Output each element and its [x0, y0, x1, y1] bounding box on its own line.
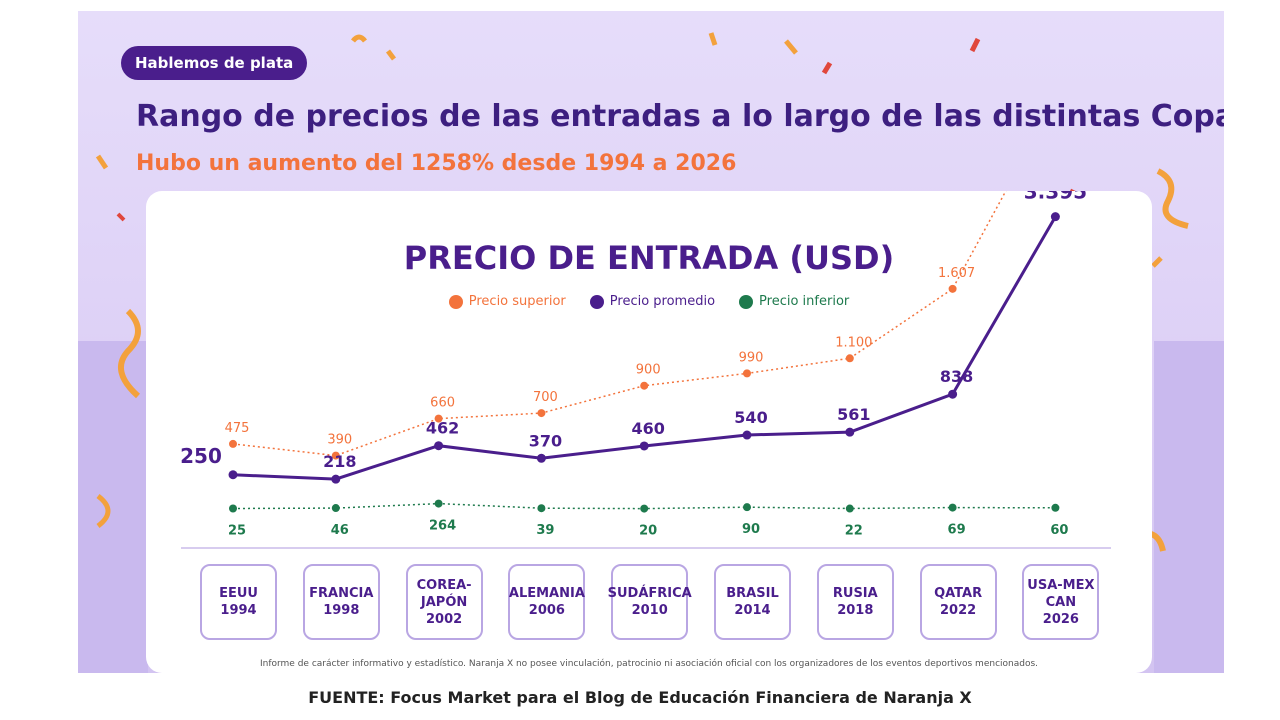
data-point-2-4 [640, 504, 649, 513]
data-point-0-7 [948, 284, 957, 293]
data-point-1-5 [742, 430, 752, 440]
category-box-6: RUSIA 2018 [816, 564, 894, 640]
series-line-1 [232, 215, 1057, 481]
data-label-0-6: 1.100 [835, 335, 872, 350]
confetti-6 [969, 37, 981, 53]
chart-legend: Precio superior Precio promedio Precio i… [146, 294, 1152, 309]
data-point-1-4 [639, 441, 649, 451]
data-point-1-6 [845, 427, 855, 437]
data-label-1-8: 3.395 [1024, 191, 1087, 204]
page-title: Rango de precios de las entradas a lo la… [136, 99, 1224, 134]
data-label-2-1: 46 [331, 523, 349, 538]
category-box-8: USA-MEX CAN 2026 [1022, 564, 1100, 640]
confetti-1 [351, 34, 367, 43]
data-point-2-0 [229, 504, 237, 513]
data-point-2-8 [1051, 503, 1060, 512]
legend-label-promedio: Precio promedio [609, 294, 716, 309]
category-box-3: ALEMANIA 2006 [508, 564, 586, 640]
legend-dot-purple-icon [589, 294, 604, 309]
legend-label-superior: Precio superior [468, 294, 566, 309]
data-point-2-3 [537, 504, 546, 513]
data-point-0-4 [640, 381, 649, 390]
data-point-2-5 [743, 503, 751, 512]
confetti-7 [95, 154, 109, 170]
data-label-1-5: 540 [734, 408, 767, 427]
data-point-0-0 [229, 439, 237, 448]
data-label-0-5: 990 [739, 350, 764, 365]
confetti-ribbon-1 [1156, 168, 1189, 229]
data-label-0-0: 475 [225, 421, 250, 436]
data-label-0-1: 390 [327, 433, 352, 448]
page-subtitle: Hubo un aumento del 1258% desde 1994 a 2… [136, 151, 737, 176]
data-point-1-2 [434, 441, 444, 451]
data-label-1-0: 250 [180, 444, 222, 468]
data-label-2-5: 90 [742, 522, 760, 537]
category-box-4: SUDÁFRICA 2010 [608, 564, 692, 640]
data-label-0-3: 700 [533, 390, 558, 405]
disclaimer: Informe de carácter informativo y estadí… [259, 659, 1039, 669]
data-label-0-7: 1.607 [938, 266, 975, 281]
legend-dot-green-icon [739, 294, 754, 309]
confetti-ribbon-3 [96, 494, 111, 528]
data-label-2-2: 264 [429, 519, 456, 534]
data-label-2-7: 69 [948, 523, 966, 538]
data-point-1-0 [228, 470, 238, 480]
category-box-5: BRASIL 2014 [714, 564, 791, 640]
confetti-3 [708, 32, 718, 46]
legend-label-inferior: Precio inferior [759, 294, 850, 309]
confetti-ribbon-2 [117, 308, 141, 399]
line-chart: 4753906607009009901.1001.6076.7302502184… [180, 191, 1087, 539]
data-label-1-7: 838 [940, 367, 973, 386]
data-point-2-6 [845, 504, 854, 513]
category-box-7: QATAR 2022 [919, 564, 997, 640]
confetti-10 [1151, 256, 1163, 268]
confetti-2 [386, 49, 396, 61]
data-point-0-1 [331, 451, 340, 460]
data-label-0-2: 660 [430, 396, 455, 411]
data-point-0-5 [743, 369, 751, 378]
data-label-2-3: 39 [536, 523, 554, 538]
poster: Hablemos de plata Rango de precios de la… [78, 11, 1224, 673]
source-footer: FUENTE: Focus Market para el Blog de Edu… [308, 688, 972, 707]
category-tag: Hablemos de plata [121, 46, 308, 80]
data-label-1-4: 460 [631, 419, 664, 438]
background-decoration [78, 32, 1224, 673]
data-label-2-4: 20 [639, 524, 657, 539]
series-line-0 [232, 191, 1007, 457]
data-point-2-7 [948, 503, 957, 512]
chart-card: PRECIO DE ENTRADA (USD) Precio superior … [146, 191, 1152, 673]
chart-title: PRECIO DE ENTRADA (USD) [403, 239, 895, 277]
data-point-2-1 [331, 504, 340, 513]
category-box-0: EEUU 1994 [200, 564, 277, 640]
data-point-0-2 [434, 414, 443, 423]
legend-item-superior: Precio superior [448, 294, 566, 309]
data-label-2-6: 22 [845, 524, 863, 539]
left-stand-decoration [78, 341, 148, 673]
data-point-1-8 [1050, 212, 1060, 222]
legend-item-inferior: Precio inferior [739, 294, 849, 309]
data-label-1-2: 462 [426, 419, 459, 438]
category-box-2: COREA- JAPÓN 2002 [405, 564, 483, 640]
category-box-1: FRANCIA 1998 [302, 564, 380, 640]
data-label-1-3: 370 [529, 431, 562, 450]
data-label-1-6: 561 [837, 405, 870, 424]
legend-dot-orange-icon [448, 294, 463, 309]
confetti-5 [821, 61, 833, 75]
data-point-0-6 [845, 354, 854, 363]
data-label-0-4: 900 [636, 363, 661, 378]
data-point-1-3 [536, 453, 546, 463]
data-label-2-0: 25 [228, 523, 246, 538]
data-label-1-1: 218 [323, 452, 356, 471]
confetti-4 [784, 39, 798, 55]
confetti-8 [116, 212, 126, 222]
data-point-2-2 [434, 499, 443, 508]
legend-item-promedio: Precio promedio [589, 294, 716, 309]
right-stand-decoration [1154, 341, 1224, 673]
data-point-0-3 [537, 409, 546, 418]
data-point-1-1 [331, 474, 341, 484]
data-label-2-8: 60 [1050, 523, 1068, 538]
chart-divider [181, 547, 1111, 549]
data-point-1-7 [948, 389, 958, 399]
